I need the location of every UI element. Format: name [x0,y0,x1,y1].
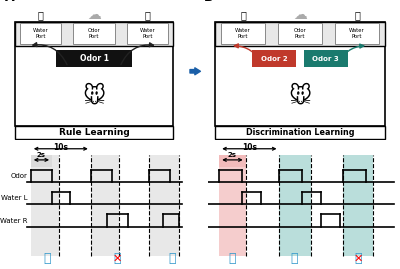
Text: 💧: 💧 [38,10,44,20]
Text: Water
Port: Water Port [33,28,48,39]
Text: Water
Port: Water Port [235,28,251,39]
Text: Odor: Odor [10,173,27,179]
Bar [91,155,119,256]
Bar [215,126,385,139]
Text: Water R: Water R [0,218,27,224]
Bar [73,23,115,44]
Bar [31,155,59,256]
Bar [15,126,173,139]
Text: 💧: 💧 [168,252,176,266]
Text: 10s: 10s [242,143,257,152]
Text: 💧: 💧 [113,252,121,266]
Text: 2s: 2s [37,153,46,158]
Bar [15,22,173,46]
Text: Discrimination Learning: Discrimination Learning [246,128,354,137]
Bar [304,50,348,67]
Text: 💧: 💧 [229,252,236,266]
Text: 💧: 💧 [43,252,50,266]
Text: 💧: 💧 [355,252,362,266]
Text: 🐭: 🐭 [82,85,106,106]
Bar [343,155,374,256]
Bar [219,155,246,256]
Bar [215,22,385,46]
Text: A: A [4,0,14,4]
Bar [15,22,173,126]
Text: 💧: 💧 [144,10,150,20]
Text: 💧: 💧 [240,10,246,20]
Text: Odor 1: Odor 1 [80,54,108,63]
Text: ✕: ✕ [354,254,363,264]
Text: Odor
Port: Odor Port [88,28,100,39]
Bar [149,155,179,256]
Bar [252,50,296,67]
Bar [278,23,322,44]
Bar [219,155,246,167]
Text: B: B [204,0,214,4]
Text: 💧: 💧 [291,252,298,266]
Bar [280,155,311,256]
Bar [335,23,379,44]
Text: ✕: ✕ [112,254,122,264]
Text: 🐭: 🐭 [288,85,312,106]
Text: 💧: 💧 [354,10,360,20]
Text: ☁: ☁ [293,8,307,22]
Text: 10s: 10s [53,143,68,152]
Text: Water
Port: Water Port [140,28,155,39]
Bar [127,23,168,44]
Bar [31,155,52,167]
Bar [221,23,265,44]
Text: ☁: ☁ [87,8,101,22]
Text: Water
Port: Water Port [349,28,365,39]
Text: Odor
Port: Odor Port [294,28,306,39]
Text: Odor 3: Odor 3 [312,55,339,62]
Bar [215,22,385,126]
Text: 2s: 2s [228,153,237,158]
Text: Water L: Water L [1,195,27,201]
Text: Rule Learning: Rule Learning [59,128,129,137]
Bar [20,23,61,44]
Bar [56,50,132,67]
Text: Odor 2: Odor 2 [261,55,288,62]
